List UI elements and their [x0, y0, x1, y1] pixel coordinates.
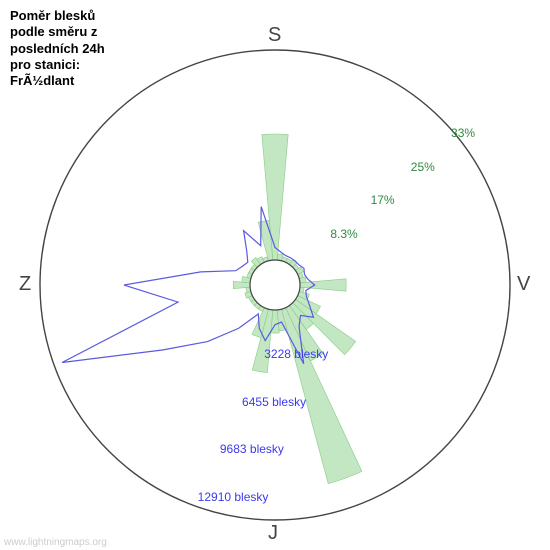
title-line: pro stanici: — [10, 57, 80, 72]
title-line: FrÃ½dlant — [10, 73, 74, 88]
cardinal-label: S — [268, 24, 281, 47]
count-ring-label: 6455 blesky — [242, 395, 306, 409]
count-ring-label: 12910 blesky — [198, 490, 269, 504]
cardinal-label: V — [517, 273, 530, 296]
chart-title: Poměr blesků podle směru z posledních 24… — [10, 8, 105, 89]
percent-ring-label: 17% — [371, 193, 395, 207]
percent-ring-label: 8.3% — [330, 227, 357, 241]
count-ring-label: 9683 blesky — [220, 442, 284, 456]
title-line: podle směru z — [10, 24, 97, 39]
chart-container: Poměr blesků podle směru z posledních 24… — [0, 0, 550, 550]
percent-ring-label: 25% — [411, 160, 435, 174]
cardinal-label: Z — [19, 273, 31, 296]
watermark: www.lightningmaps.org — [4, 537, 107, 548]
title-line: Poměr blesků — [10, 8, 95, 23]
percent-ring-label: 33% — [451, 126, 475, 140]
count-ring-label: 3228 blesky — [264, 347, 328, 361]
cardinal-label: J — [268, 522, 278, 545]
title-line: posledních 24h — [10, 41, 105, 56]
